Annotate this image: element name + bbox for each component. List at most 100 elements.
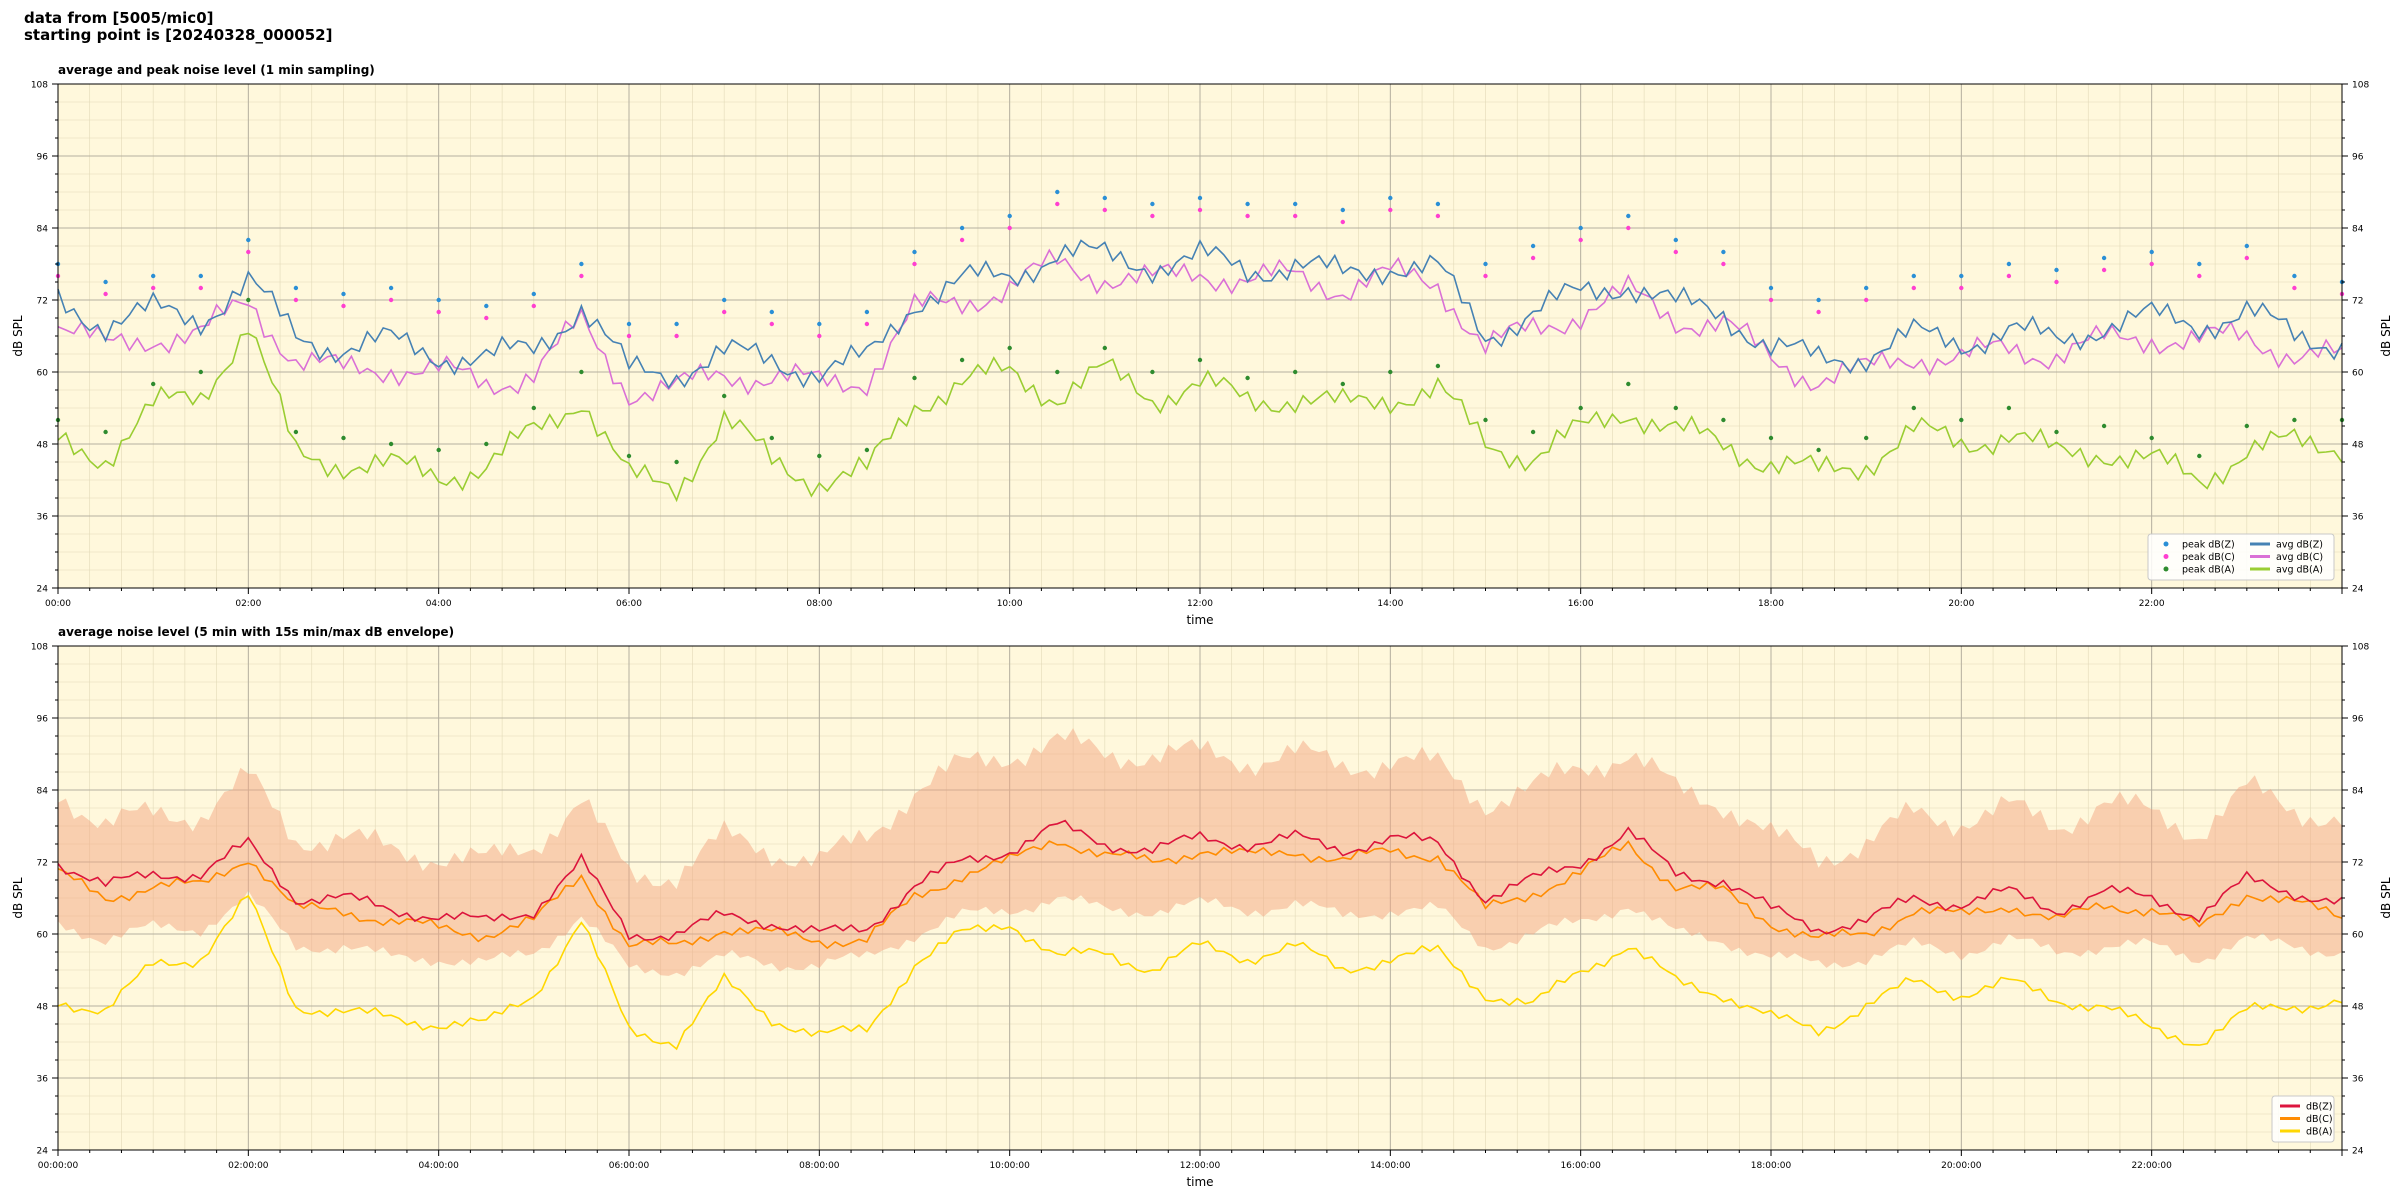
x-tick-label: 10:00:00 <box>989 1161 1030 1171</box>
point-peak-db-c <box>1530 255 1536 261</box>
point-peak-db-c <box>484 315 489 321</box>
point-peak-db-a <box>1626 381 1631 387</box>
point-peak-db-z <box>1483 261 1488 267</box>
point-peak-db-a <box>341 435 346 441</box>
point-peak-db-c <box>2292 285 2297 291</box>
point-peak-db-z <box>2054 267 2059 273</box>
y-tick-label-right: 84 <box>2352 225 2364 235</box>
point-peak-db-c <box>1197 207 1203 213</box>
y-tick-label-right: 96 <box>2352 715 2364 725</box>
x-axis-label: time <box>1186 613 1213 626</box>
y-tick-label-right: 108 <box>2352 81 2369 91</box>
point-peak-db-z <box>1435 201 1441 207</box>
legend-marker <box>2163 541 2169 547</box>
point-peak-db-z <box>1245 201 1250 207</box>
y-axis-label-right: dB SPL <box>2379 877 2393 919</box>
point-peak-db-a <box>674 459 679 465</box>
point-peak-db-a <box>817 453 822 459</box>
y-tick-label-right: 72 <box>2352 859 2363 869</box>
point-peak-db-c <box>1578 237 1583 243</box>
y-tick-label-right: 36 <box>2352 1075 2364 1085</box>
y-tick-label: 84 <box>37 225 49 235</box>
legend-label-avg-db-a: avg dB(A) <box>2276 565 2323 576</box>
point-peak-db-a <box>626 453 632 459</box>
point-peak-db-c <box>959 237 965 243</box>
legend: peak dB(Z) avg dB(Z) peak dB(C) avg dB(C) pe… <box>2147 533 2335 581</box>
point-peak-db-c <box>1435 213 1441 219</box>
data-source-line: data from [5005/mic0] <box>24 9 214 27</box>
point-peak-db-z <box>1007 213 1012 219</box>
series-avg-db-c <box>57 248 2343 406</box>
point-peak-db-a <box>484 441 489 447</box>
point-peak-db-a <box>1197 357 1203 363</box>
y-axis-label: dB SPL <box>11 877 25 919</box>
point-peak-db-z <box>1340 207 1346 213</box>
point-peak-db-z <box>151 273 156 279</box>
point-peak-db-a <box>2149 435 2154 441</box>
y-tick-label: 24 <box>37 1147 49 1157</box>
y-tick-label: 72 <box>37 859 48 869</box>
point-peak-db-z <box>1721 249 1726 255</box>
point-peak-db-c <box>579 273 584 279</box>
point-peak-db-c <box>1911 285 1917 291</box>
point-peak-db-a <box>2006 405 2012 411</box>
x-tick-label: 20:00 <box>1948 599 1974 609</box>
point-peak-db-c <box>1816 309 1821 315</box>
legend-marker <box>2163 554 2169 559</box>
legend-label-db-z: dB(Z) <box>2306 1102 2332 1113</box>
point-peak-db-a <box>722 393 727 399</box>
x-tick-label: 22:00:00 <box>2131 1161 2172 1171</box>
y-tick-label-right: 96 <box>2352 153 2364 163</box>
point-peak-db-z <box>1959 273 1964 279</box>
point-peak-db-a <box>2244 423 2249 429</box>
point-peak-db-c <box>1483 273 1488 279</box>
point-peak-db-z <box>817 321 822 327</box>
point-peak-db-z <box>1293 201 1298 207</box>
point-peak-db-c <box>2244 255 2249 261</box>
x-tick-label: 06:00 <box>616 599 642 609</box>
point-peak-db-c <box>1340 219 1346 225</box>
point-peak-db-c <box>388 297 394 303</box>
legend-label-peak-db-c: peak dB(C) <box>2182 552 2235 563</box>
point-peak-db-a <box>1911 405 1917 411</box>
point-peak-db-c <box>1626 225 1631 231</box>
point-peak-db-z <box>293 285 299 291</box>
point-peak-db-a <box>1055 369 1060 375</box>
chart-title: average noise level (5 min with 15s min/… <box>58 625 454 639</box>
point-peak-db-z <box>2149 249 2154 255</box>
point-peak-db-a <box>579 369 584 375</box>
point-peak-db-z <box>1578 225 1583 231</box>
y-tick-label: 84 <box>37 787 49 797</box>
point-peak-db-a <box>912 375 917 381</box>
point-peak-db-a <box>1816 447 1821 453</box>
y-tick-label: 108 <box>31 81 48 91</box>
point-peak-db-a <box>1721 417 1726 423</box>
point-peak-db-c <box>2054 279 2059 285</box>
point-peak-db-a <box>1864 435 1869 441</box>
point-peak-db-c <box>2197 273 2202 279</box>
x-axis-label: time <box>1186 1175 1213 1188</box>
point-peak-db-c <box>1102 207 1108 213</box>
point-peak-db-a <box>1435 363 1441 369</box>
x-tick-label: 08:00 <box>806 599 832 609</box>
point-peak-db-a <box>246 297 251 303</box>
point-peak-db-a <box>436 447 441 453</box>
point-peak-db-c <box>1864 297 1869 303</box>
point-peak-db-z <box>198 273 203 279</box>
point-peak-db-c <box>1245 213 1250 219</box>
point-peak-db-c <box>1959 285 1964 291</box>
x-tick-label: 22:00 <box>2139 599 2165 609</box>
point-peak-db-z <box>674 321 679 327</box>
point-peak-db-a <box>1340 381 1346 387</box>
point-peak-db-a <box>1388 369 1393 375</box>
y-tick-label: 72 <box>37 297 48 307</box>
y-tick-label: 96 <box>37 715 49 725</box>
y-tick-label: 96 <box>37 153 49 163</box>
point-peak-db-a <box>1578 405 1583 411</box>
x-tick-label: 18:00:00 <box>1751 1161 1792 1171</box>
point-peak-db-z <box>1626 213 1631 219</box>
y-tick-label: 36 <box>37 513 49 523</box>
point-peak-db-a <box>2101 423 2107 429</box>
y-axis-label: dB SPL <box>11 315 25 357</box>
point-peak-db-c <box>151 285 156 291</box>
